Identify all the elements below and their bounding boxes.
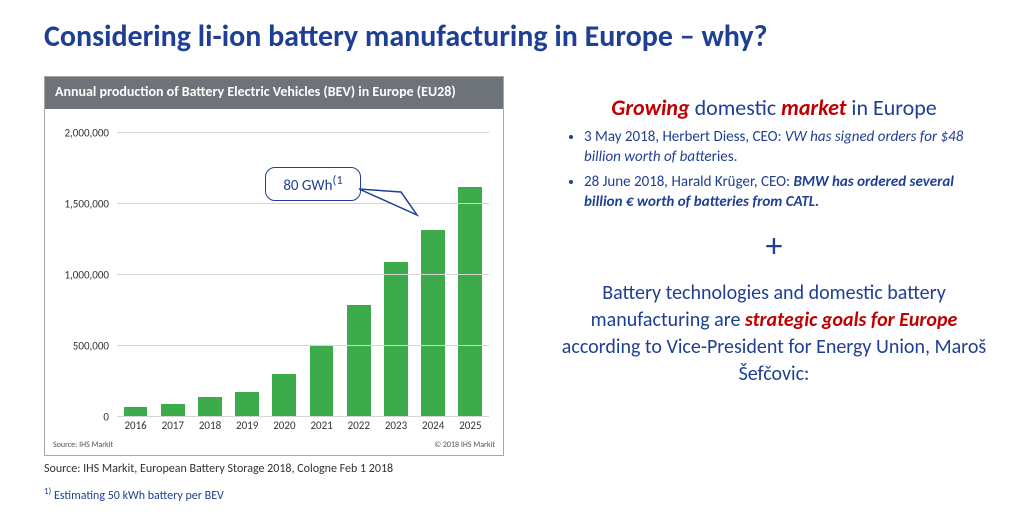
y-tick-label: 0 [45, 411, 109, 424]
heading-segment: Growing [611, 94, 689, 121]
x-tick-label: 2019 [236, 419, 258, 432]
x-tick-label: 2018 [199, 419, 221, 432]
y-tick-label: 1,500,000 [45, 198, 109, 211]
source-line: Source: IHS Markit, European Battery Sto… [44, 462, 393, 476]
gridline [117, 274, 489, 275]
callout-bubble: 80 GWh(1 [265, 167, 361, 201]
bullet-segment: 3 May 2018, Herbert Diess, CEO: [584, 128, 785, 146]
y-tick-label: 2,000,000 [45, 127, 109, 140]
y-tick-label: 1,000,000 [45, 269, 109, 282]
bullet-item: 28 June 2018, Harald Krüger, CEO: BMW ha… [584, 172, 992, 213]
bar [272, 374, 296, 417]
source-prefix: Source: [44, 462, 80, 476]
bar [384, 262, 408, 417]
footnote: 1) Estimating 50 kWh battery per BEV [44, 486, 224, 503]
x-tick-label: 2022 [348, 419, 370, 432]
heading-segment: in Europe [846, 94, 936, 121]
gridline [117, 345, 489, 346]
x-tick-label: 2020 [273, 419, 295, 432]
x-tick-label: 2024 [422, 419, 444, 432]
bar [347, 305, 371, 417]
bullet-segment: 28 June 2018 [584, 173, 664, 191]
slide-title: Considering li-ion battery manufacturing… [44, 18, 984, 55]
para-segment: strategic goals for Europe [745, 308, 957, 332]
chart-footer-source: Source: IHS Markit [53, 440, 113, 450]
bar [161, 404, 185, 417]
footnote-marker: 1) [44, 486, 51, 497]
gridline [117, 132, 489, 133]
bar [198, 397, 222, 417]
right-column: Growing domestic market in Europe 3 May … [556, 94, 992, 388]
bev-chart: Annual production of Battery Electric Ve… [44, 76, 504, 456]
heading-segment: market [781, 94, 846, 121]
bar [421, 230, 445, 417]
bar [235, 392, 259, 417]
x-tick-label: 2025 [459, 419, 481, 432]
callout-text: 80 GWh [283, 177, 332, 195]
y-tick-label: 500,000 [45, 340, 109, 353]
chart-footer-copyright: © 2018 IHS Markit [434, 440, 495, 450]
bullet-segment: ries. [712, 148, 738, 166]
callout-tail [359, 189, 429, 225]
plus-separator: + [556, 230, 992, 264]
bullet-item: 3 May 2018, Herbert Diess, CEO: VW has s… [584, 127, 992, 168]
footnote-text: Estimating 50 kWh battery per BEV [54, 489, 224, 503]
market-heading: Growing domestic market in Europe [556, 94, 992, 121]
bullet-segment: , [664, 173, 671, 191]
x-tick-label: 2017 [162, 419, 184, 432]
callout-sup: (1 [333, 173, 343, 188]
gridline [117, 416, 489, 417]
strategic-paragraph: Battery technologies and domestic batter… [556, 280, 992, 388]
x-tick-label: 2021 [310, 419, 332, 432]
gridline [117, 203, 489, 204]
source-text: IHS Markit, European Battery Storage 201… [83, 462, 393, 476]
chart-title: Annual production of Battery Electric Ve… [45, 77, 503, 109]
bar [458, 187, 482, 417]
bullet-list: 3 May 2018, Herbert Diess, CEO: VW has s… [556, 127, 992, 212]
x-tick-label: 2023 [385, 419, 407, 432]
bar [310, 346, 334, 417]
para-segment: according to Vice-President for Energy U… [562, 335, 986, 386]
heading-segment: domestic [690, 94, 782, 121]
bullet-segment: Harald Krüger, CEO: [672, 173, 794, 191]
x-tick-label: 2016 [124, 419, 146, 432]
